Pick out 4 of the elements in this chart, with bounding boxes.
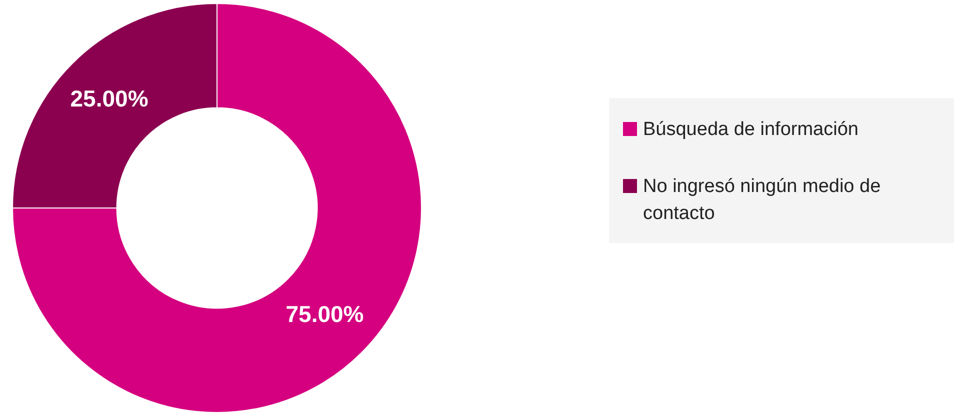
data-label: 75.00% (286, 301, 364, 328)
legend-label: No ingresó ningún medio de contacto (643, 175, 882, 226)
data-label: 25.00% (70, 86, 148, 112)
legend-label: Búsqueda de información (643, 118, 858, 142)
